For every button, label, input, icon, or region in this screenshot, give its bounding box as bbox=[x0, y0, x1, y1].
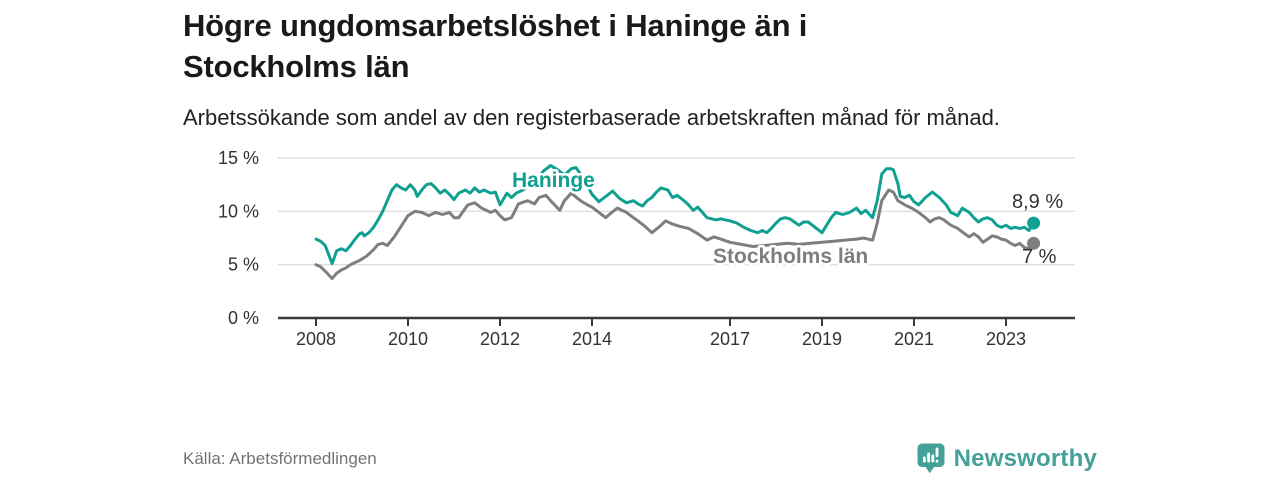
unemployment-line-chart: 0 % 5 % 10 % 15 % 2008 2010 2012 2014 2017 2019 20… bbox=[218, 148, 1075, 349]
x-axis-label: 2008 bbox=[296, 329, 336, 349]
page-title: Högre ungdomsarbetslöshet i Haninge än i… bbox=[183, 8, 808, 84]
newsworthy-logo: Newsworthy bbox=[917, 443, 1097, 474]
x-axis-label: 2023 bbox=[986, 329, 1026, 349]
y-axis-label: 0 % bbox=[228, 308, 259, 328]
source-note: Källa: Arbetsförmedlingen bbox=[183, 448, 377, 468]
end-value-label: 8,9 % bbox=[1012, 191, 1063, 213]
series-line-haninge bbox=[314, 164, 1036, 266]
x-axis-label: 2019 bbox=[802, 329, 842, 349]
x-axis-label: 2012 bbox=[480, 329, 520, 349]
series-label: Stockholms län bbox=[713, 245, 868, 268]
x-axis-label: 2010 bbox=[388, 329, 428, 349]
newsworthy-logo-icon bbox=[917, 443, 945, 474]
end-dot bbox=[1027, 216, 1041, 230]
x-axis-label: 2017 bbox=[710, 329, 750, 349]
end-value-label: 7 % bbox=[1022, 246, 1057, 268]
footer: Källa: Arbetsförmedlingen Newsworthy bbox=[183, 443, 1097, 474]
y-axis-label: 10 % bbox=[218, 202, 259, 222]
y-axis-label: 15 % bbox=[218, 148, 259, 168]
series-label: Haninge bbox=[512, 169, 595, 192]
end-dot bbox=[1027, 237, 1041, 251]
x-axis-label: 2021 bbox=[894, 329, 934, 349]
newsworthy-wordmark: Newsworthy bbox=[953, 444, 1097, 472]
x-axis-label: 2014 bbox=[572, 329, 612, 349]
chart-subtitle: Arbetssökande som andel av den registerb… bbox=[183, 104, 1000, 130]
y-axis-label: 5 % bbox=[228, 255, 259, 275]
content-column: Högre ungdomsarbetslöshet i Haninge än i… bbox=[183, 0, 1097, 363]
series-line-stockholms-län bbox=[314, 188, 1036, 281]
chart-area: 0 % 5 % 10 % 15 % 2008 2010 2012 2014 2017 2019 20… bbox=[183, 146, 1097, 363]
